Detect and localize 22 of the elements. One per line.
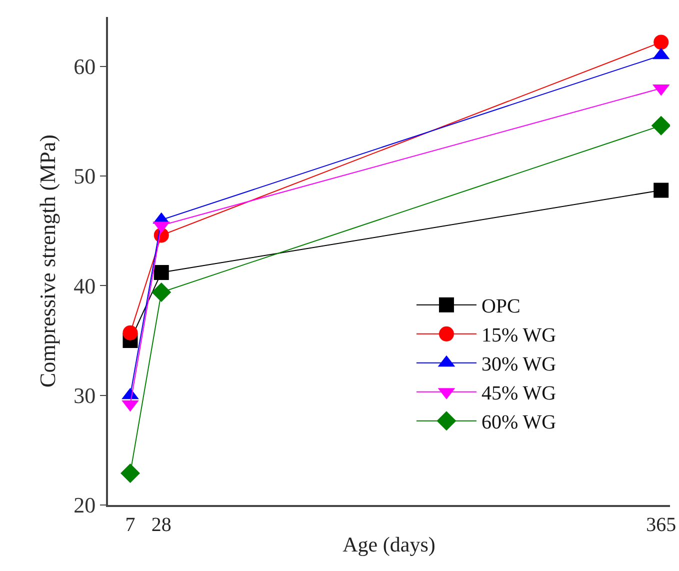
legend-label: 15% WG xyxy=(481,324,556,347)
y-tick-label: 50 xyxy=(74,164,96,189)
y-axis-title: Compressive strength (MPa) xyxy=(34,134,60,388)
point xyxy=(122,325,138,340)
point xyxy=(651,116,670,136)
point xyxy=(120,463,140,483)
x-tick-label: 7 xyxy=(125,514,136,536)
y-tick-label: 60 xyxy=(74,54,96,80)
legend-label: 30% WG xyxy=(481,354,556,376)
point xyxy=(152,282,172,302)
legend-label: 45% WG xyxy=(481,382,556,405)
y-tick-label: 40 xyxy=(74,273,96,298)
x-tick-label: 28 xyxy=(151,514,172,536)
legend-label: 60% WG xyxy=(481,412,556,434)
y-tick-label: 20 xyxy=(74,492,96,518)
point xyxy=(654,34,669,50)
point xyxy=(154,265,169,280)
x-axis-title: Age (days) xyxy=(342,532,436,557)
y-tick-label: 30 xyxy=(74,383,96,408)
legend-label: OPC xyxy=(481,296,520,318)
x-tick-label: 365 xyxy=(646,514,676,536)
point xyxy=(654,182,669,198)
